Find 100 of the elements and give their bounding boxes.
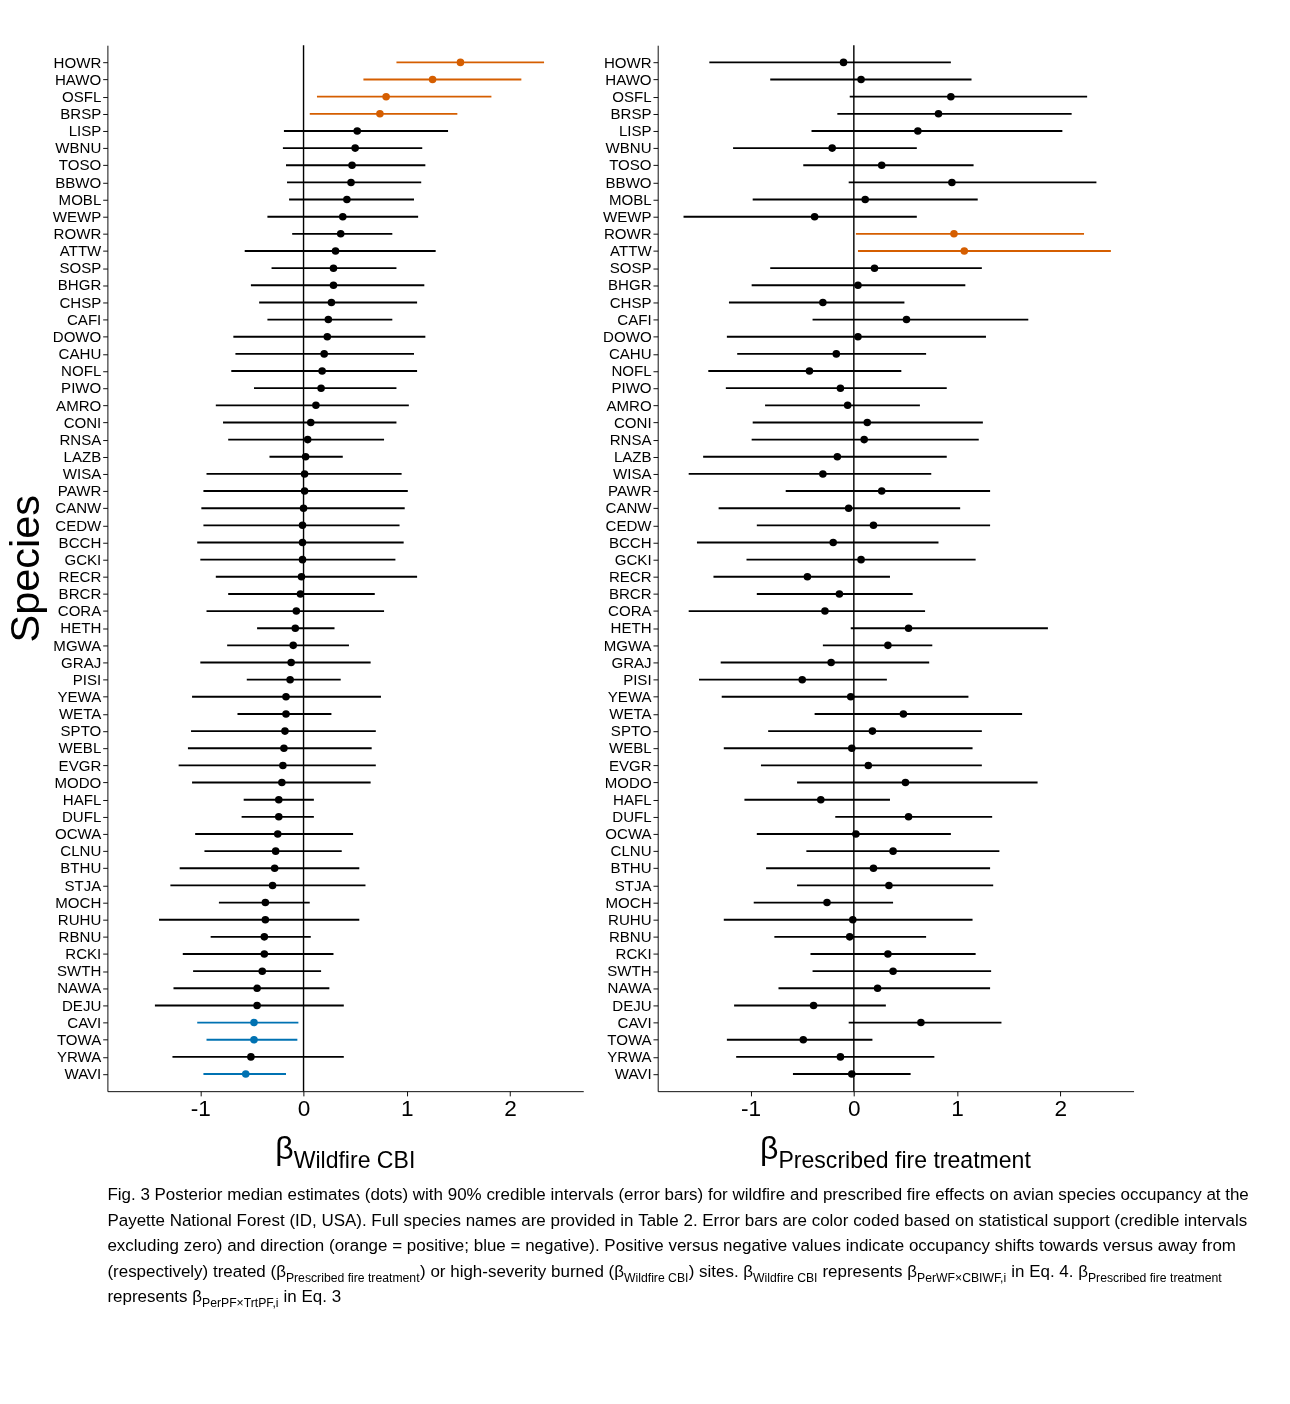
- y-tick-label: DUFL: [61, 808, 102, 826]
- y-tick-label: CORA: [57, 602, 103, 620]
- y-tick-label: CORA: [608, 602, 653, 620]
- point: [273, 830, 282, 838]
- y-tick-label: LISP: [68, 122, 102, 140]
- x-tick-label: 2: [504, 1096, 517, 1122]
- y-tick-label: CANW: [605, 499, 653, 517]
- y-tick-label: GCKI: [64, 550, 102, 568]
- point: [428, 75, 437, 84]
- y-tick-label: YEWA: [607, 688, 653, 705]
- point: [336, 230, 345, 238]
- y-tick-label: RNSA: [59, 430, 103, 448]
- x-tick-label: 1: [400, 1096, 414, 1122]
- point: [843, 401, 852, 410]
- y-tick-label: SOSP: [59, 259, 102, 277]
- point: [261, 915, 270, 924]
- point: [279, 761, 287, 770]
- y-tick-label: YEWA: [57, 688, 103, 705]
- y-tick-label: RECR: [608, 567, 652, 585]
- point: [889, 847, 897, 855]
- point: [456, 58, 465, 67]
- y-tick-label: WBNU: [605, 139, 652, 157]
- point: [863, 418, 872, 427]
- point: [904, 813, 913, 821]
- point: [869, 864, 878, 873]
- y-tick-label: WETA: [58, 705, 103, 723]
- point: [301, 453, 310, 461]
- y-tick-label: DEJU: [61, 996, 102, 1014]
- y-tick-label: RUHU: [608, 910, 652, 928]
- point: [268, 881, 277, 890]
- y-tick-label: BBWO: [605, 173, 652, 191]
- x-tick-label: -1: [190, 1096, 211, 1122]
- point: [884, 641, 892, 650]
- point: [300, 487, 309, 495]
- y-tick-label: NAWA: [607, 979, 653, 997]
- point: [323, 332, 332, 341]
- point: [280, 744, 288, 753]
- y-tick-label: EVGR: [608, 756, 652, 774]
- y-tick-label: SWTH: [607, 962, 652, 980]
- y-tick-label: ROWR: [603, 225, 652, 243]
- y-tick-label: NAWA: [57, 979, 103, 997]
- y-tick-label: WEBL: [58, 739, 102, 757]
- y-tick-label: WBNU: [55, 139, 102, 157]
- y-tick-label: CEDW: [55, 516, 103, 534]
- y-tick-label: CAVI: [67, 1013, 102, 1031]
- y-tick-label: WAVI: [614, 1065, 652, 1083]
- point: [282, 693, 290, 701]
- point: [819, 298, 827, 307]
- point: [318, 367, 326, 375]
- y-tick-label: CAVI: [617, 1013, 652, 1031]
- point: [884, 950, 892, 958]
- point: [848, 744, 856, 753]
- y-tick-label: SOSP: [609, 259, 652, 277]
- point: [292, 607, 301, 615]
- y-tick-label: WEWP: [603, 207, 652, 225]
- y-tick-label: PISI: [623, 670, 652, 688]
- y-tick-label: YRWA: [56, 1048, 103, 1066]
- point: [873, 984, 882, 993]
- point: [844, 504, 853, 512]
- y-tick-label: BRCR: [608, 585, 652, 603]
- point: [799, 1035, 808, 1044]
- point: [833, 453, 842, 461]
- point: [889, 967, 897, 975]
- point: [948, 178, 956, 187]
- y-tick-label: MOCH: [605, 893, 652, 911]
- point: [278, 778, 286, 787]
- y-tick-label: LAZB: [63, 447, 102, 465]
- point: [852, 830, 860, 838]
- y-tick-label: RNSA: [609, 430, 653, 448]
- point: [819, 470, 827, 478]
- y-tick-label: CEDW: [605, 516, 653, 534]
- y-tick-label: WISA: [613, 465, 653, 483]
- y-tick-label: TOWA: [607, 1030, 653, 1048]
- y-tick-label: CAFI: [66, 310, 102, 328]
- y-tick-label: LISP: [618, 122, 652, 140]
- y-tick-label: WETA: [609, 705, 653, 723]
- point: [827, 658, 835, 667]
- y-tick-label: DUFL: [612, 808, 652, 826]
- y-tick-label: TOWA: [56, 1030, 103, 1048]
- y-tick-label: ATTW: [610, 242, 653, 260]
- point: [271, 847, 280, 855]
- point: [854, 332, 862, 341]
- y-tick-label: RECR: [58, 567, 102, 585]
- point: [329, 281, 338, 290]
- y-tick-label: TOSO: [609, 156, 652, 174]
- y-tick-label: BRSP: [610, 105, 652, 123]
- point: [324, 315, 333, 324]
- y-tick-label: BCCH: [608, 533, 652, 551]
- y-tick-label: CAHU: [58, 345, 102, 363]
- y-tick-label: SPTO: [60, 722, 102, 740]
- point: [347, 178, 355, 187]
- point: [286, 675, 294, 684]
- point: [835, 590, 844, 598]
- point: [901, 778, 910, 787]
- point: [320, 350, 328, 358]
- y-tick-label: OCWA: [605, 825, 653, 843]
- point: [291, 624, 300, 632]
- point: [817, 795, 825, 804]
- point: [353, 127, 361, 135]
- point: [845, 933, 854, 941]
